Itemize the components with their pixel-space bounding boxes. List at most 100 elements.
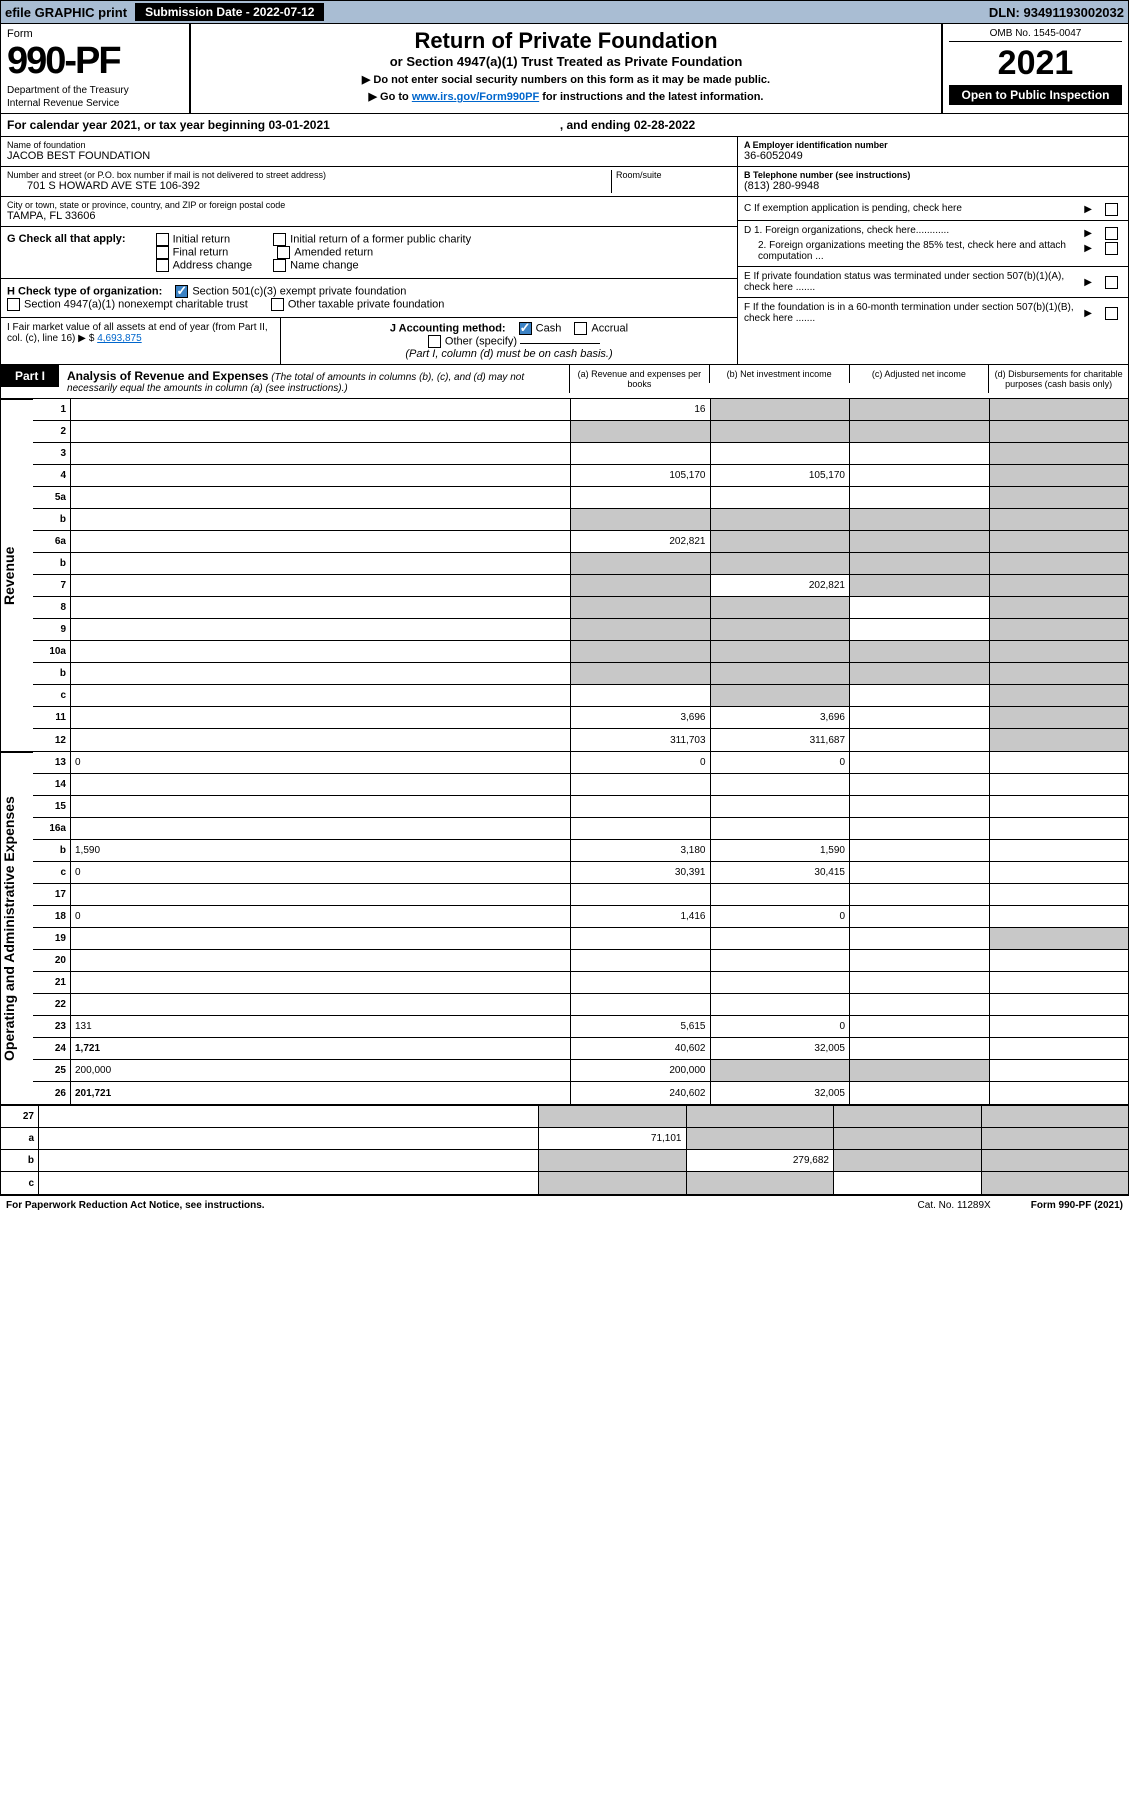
instructions-link[interactable]: www.irs.gov/Form990PF bbox=[412, 91, 539, 103]
col-b bbox=[711, 774, 851, 796]
line-num: 19 bbox=[33, 928, 71, 950]
tax-year: 2021 bbox=[949, 44, 1122, 83]
col-d bbox=[990, 928, 1129, 950]
col-a: 202,821 bbox=[571, 531, 711, 553]
form-id-box: Form 990-PF Department of the Treasury I… bbox=[1, 24, 191, 113]
line-desc: 1,590 bbox=[71, 840, 571, 862]
room-label: Room/suite bbox=[616, 170, 731, 180]
line-desc bbox=[71, 818, 571, 840]
line-num: 8 bbox=[33, 597, 71, 619]
col-c bbox=[850, 663, 990, 685]
fmv-link[interactable]: 4,693,875 bbox=[97, 333, 142, 344]
checkbox-final-return[interactable] bbox=[156, 246, 169, 259]
col-c bbox=[834, 1172, 982, 1194]
col-c bbox=[850, 928, 990, 950]
checkbox-initial-return[interactable] bbox=[156, 233, 169, 246]
col-b bbox=[711, 884, 851, 906]
col-b: 105,170 bbox=[711, 465, 851, 487]
col-b bbox=[711, 663, 851, 685]
col-d bbox=[990, 1038, 1129, 1060]
checkbox-d1[interactable] bbox=[1105, 227, 1118, 240]
h-opt3: Other taxable private foundation bbox=[288, 298, 445, 310]
col-d bbox=[982, 1150, 1129, 1172]
checkbox-other-method[interactable] bbox=[428, 335, 441, 348]
checkbox-c[interactable] bbox=[1105, 203, 1118, 216]
line-desc bbox=[71, 796, 571, 818]
col-b bbox=[687, 1172, 835, 1194]
checkbox-e[interactable] bbox=[1105, 276, 1118, 289]
section-h: H Check type of organization: Section 50… bbox=[1, 279, 737, 318]
info-section: Name of foundation JACOB BEST FOUNDATION… bbox=[0, 137, 1129, 365]
col-c bbox=[850, 597, 990, 619]
section-i: I Fair market value of all assets at end… bbox=[1, 318, 281, 364]
table-row: 9 bbox=[33, 619, 1128, 641]
col-a: 1,416 bbox=[571, 906, 711, 928]
col-a: 40,602 bbox=[571, 1038, 711, 1060]
col-d bbox=[990, 619, 1129, 641]
checkbox-initial-public[interactable] bbox=[273, 233, 286, 246]
col-b bbox=[711, 443, 851, 465]
col-a: 5,615 bbox=[571, 1016, 711, 1038]
col-d bbox=[990, 663, 1129, 685]
phone-label: B Telephone number (see instructions) bbox=[744, 170, 1122, 180]
section-i-j: I Fair market value of all assets at end… bbox=[1, 318, 737, 364]
col-a bbox=[571, 421, 711, 443]
col-a bbox=[571, 818, 711, 840]
col-a bbox=[571, 509, 711, 531]
checkbox-accrual[interactable] bbox=[574, 322, 587, 335]
col-d bbox=[990, 685, 1129, 707]
checkbox-amended[interactable] bbox=[277, 246, 290, 259]
line-num: 3 bbox=[33, 443, 71, 465]
col-a bbox=[571, 641, 711, 663]
section-f: F If the foundation is in a 60-month ter… bbox=[738, 298, 1128, 328]
col-d bbox=[990, 597, 1129, 619]
table-row: 25200,000200,000 bbox=[33, 1060, 1128, 1082]
table-row: 113,6963,696 bbox=[33, 707, 1128, 729]
line-desc bbox=[71, 641, 571, 663]
col-d bbox=[990, 994, 1129, 1016]
expenses-section: Operating and Administrative Expenses 13… bbox=[1, 751, 1128, 1104]
table-row: c bbox=[1, 1172, 1128, 1194]
checkbox-other-taxable[interactable] bbox=[271, 298, 284, 311]
checkbox-4947[interactable] bbox=[7, 298, 20, 311]
col-d bbox=[990, 575, 1129, 597]
col-c bbox=[850, 1016, 990, 1038]
col-b: 0 bbox=[711, 752, 851, 774]
col-c-hdr: (c) Adjusted net income bbox=[849, 365, 989, 383]
checkbox-address-change[interactable] bbox=[156, 259, 169, 272]
checkbox-d2[interactable] bbox=[1105, 242, 1118, 255]
checkbox-name-change[interactable] bbox=[273, 259, 286, 272]
table-row: 2 bbox=[33, 421, 1128, 443]
col-c bbox=[850, 487, 990, 509]
col-a bbox=[571, 884, 711, 906]
j-note: (Part I, column (d) must be on cash basi… bbox=[405, 348, 612, 360]
line-desc: 1,721 bbox=[71, 1038, 571, 1060]
col-d-hdr: (d) Disbursements for charitable purpose… bbox=[988, 365, 1128, 393]
col-a: 71,101 bbox=[539, 1128, 687, 1150]
note2-pre: ▶ Go to bbox=[369, 91, 412, 103]
col-d bbox=[990, 443, 1129, 465]
line-num: b bbox=[33, 840, 71, 862]
col-c bbox=[850, 553, 990, 575]
section-g: G Check all that apply: Initial return I… bbox=[1, 227, 737, 279]
line-num: 21 bbox=[33, 972, 71, 994]
col-a bbox=[539, 1150, 687, 1172]
g-opt-2: Address change bbox=[173, 259, 253, 271]
line-desc bbox=[39, 1172, 539, 1194]
part-desc: Analysis of Revenue and Expenses (The to… bbox=[59, 365, 569, 398]
col-b bbox=[711, 641, 851, 663]
col-a bbox=[571, 928, 711, 950]
revenue-rows: 116234105,170105,1705ab6a202,821b7202,82… bbox=[33, 399, 1128, 751]
checkbox-501c3[interactable] bbox=[175, 285, 188, 298]
line-desc bbox=[71, 685, 571, 707]
table-row: 14 bbox=[33, 774, 1128, 796]
checkbox-cash[interactable] bbox=[519, 322, 532, 335]
col-a bbox=[539, 1106, 687, 1128]
col-c bbox=[850, 509, 990, 531]
col-b: 0 bbox=[711, 1016, 851, 1038]
d1-label: D 1. Foreign organizations, check here..… bbox=[744, 225, 1082, 240]
address-cell: Number and street (or P.O. box number if… bbox=[1, 167, 737, 197]
line-desc bbox=[71, 575, 571, 597]
checkbox-f[interactable] bbox=[1105, 307, 1118, 320]
line-desc bbox=[71, 774, 571, 796]
